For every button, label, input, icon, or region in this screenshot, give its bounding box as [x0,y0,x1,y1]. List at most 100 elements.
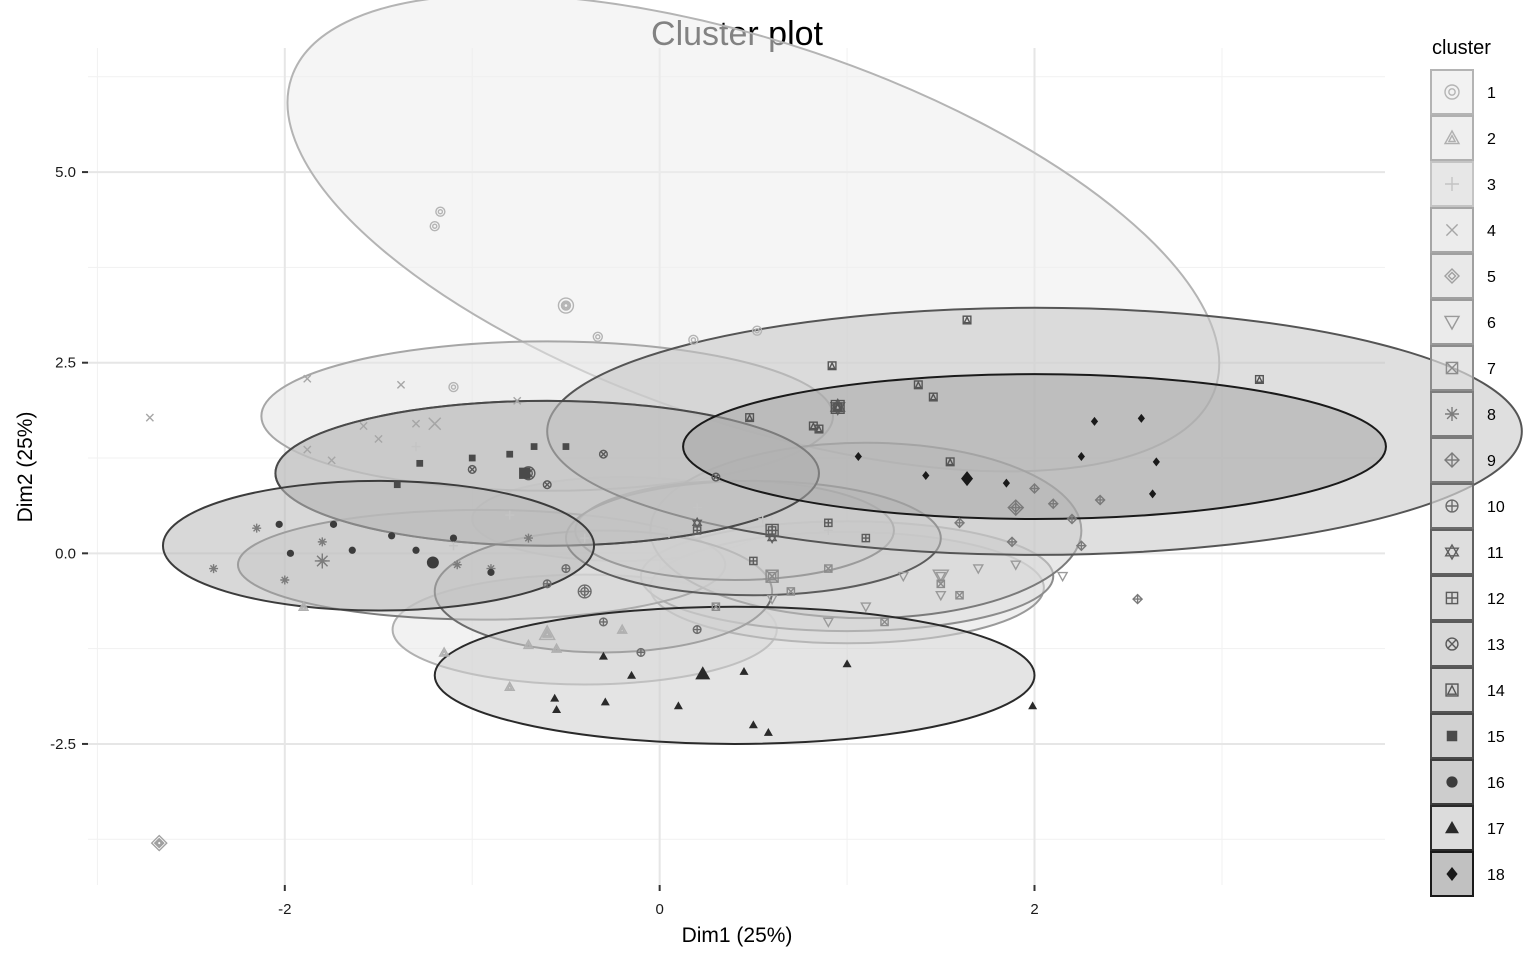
centroid-cluster-8 [314,553,330,569]
point-cluster-16 [348,546,356,554]
point-cluster-15 [393,481,401,489]
point-cluster-10 [542,579,552,589]
legend-symbol [1445,361,1459,375]
point-cluster-1 [688,334,699,346]
point-cluster-8 [523,533,533,543]
point-cluster-17 [739,667,749,675]
point-cluster-1 [592,331,604,342]
point-cluster-3 [411,442,421,452]
legend-symbol [1444,268,1460,284]
point-cluster-14 [827,361,837,371]
point-cluster-2 [504,680,516,692]
point-cluster-9 [1094,494,1106,506]
point-cluster-6 [897,571,910,583]
point-cluster-13 [711,472,721,482]
point-cluster-6 [1010,560,1022,571]
point-cluster-15 [416,459,424,467]
point-cluster-4 [303,445,312,454]
point-cluster-9 [1029,483,1041,495]
point-cluster-17 [763,728,773,736]
centroid-cluster-12 [765,523,779,538]
cluster-points [145,206,1264,852]
point-cluster-3 [692,503,702,513]
legend-item-17: 17 [1430,805,1505,851]
centroid-cluster-9 [1007,499,1025,517]
legend-label: 2 [1487,131,1496,148]
legend-label: 14 [1487,683,1505,700]
point-cluster-13 [598,449,608,459]
point-cluster-7 [786,587,796,596]
legend-label: 4 [1487,223,1496,240]
point-cluster-9 [1006,536,1018,548]
point-cluster-12 [861,533,871,543]
y-tick-label: -2.5 [50,736,76,753]
legend-item-5: 5 [1430,253,1496,299]
point-cluster-6 [935,571,947,583]
centroid-cluster-15 [519,467,531,479]
point-cluster-9 [1075,540,1087,552]
point-cluster-2 [616,623,628,634]
centroid-cluster-18 [961,471,974,487]
y-axis-title: Dim2 (25%) [14,412,37,523]
legend-key [1430,253,1474,299]
point-cluster-7 [880,617,889,627]
cluster-ellipses [161,0,1523,745]
legend-symbol [1444,84,1460,100]
point-cluster-8 [209,564,219,574]
point-cluster-14 [913,380,923,390]
point-cluster-6 [766,594,778,606]
legend-key [1430,713,1474,759]
legend-item-1: 1 [1430,69,1496,115]
y-tick-label: 2.5 [55,355,76,372]
point-cluster-8 [280,575,290,585]
legend-label: 3 [1487,177,1496,194]
legend-item-7: 7 [1430,345,1496,391]
point-cluster-4 [145,413,154,422]
point-cluster-4 [396,380,406,389]
point-cluster-17 [600,697,610,706]
point-cluster-14 [945,457,955,467]
point-cluster-17 [1028,701,1038,710]
legend-label: 18 [1487,867,1505,884]
point-cluster-8 [252,523,262,533]
point-cluster-9 [1066,513,1078,525]
legend-label: 13 [1487,637,1505,654]
point-cluster-7 [936,579,946,589]
point-cluster-10 [636,647,646,657]
point-cluster-6 [1056,571,1069,583]
centroid-cluster-4 [428,417,442,431]
point-cluster-17 [552,705,562,714]
legend-symbol [1445,591,1459,605]
legend-label: 10 [1487,499,1505,516]
legend-item-9: 9 [1430,437,1496,483]
legend-label: 16 [1487,775,1505,792]
point-cluster-12 [824,518,833,528]
x-tick-label: -2 [278,901,291,918]
point-cluster-2 [438,646,450,657]
legend-item-6: 6 [1430,299,1496,345]
legend-key [1430,207,1474,253]
legend-symbol [1445,177,1459,191]
legend-label: 5 [1487,269,1496,286]
point-cluster-4 [303,374,312,383]
point-cluster-16 [388,532,396,540]
point-cluster-15 [562,443,570,450]
point-cluster-17 [598,651,608,660]
point-cluster-18 [922,471,930,481]
point-cluster-17 [627,670,637,679]
point-cluster-14 [745,413,755,423]
point-cluster-1 [560,300,572,311]
point-cluster-15 [530,443,538,450]
legend-title: cluster [1432,37,1491,59]
legend-label: 1 [1487,85,1496,102]
legend-symbol [1445,637,1459,651]
legend-key [1430,529,1474,575]
legend-symbol [1446,867,1458,881]
legend-symbol [1445,499,1459,513]
point-cluster-10 [598,617,608,627]
legend-label: 6 [1487,315,1496,332]
legend-label: 8 [1487,407,1496,424]
point-cluster-18 [1002,478,1010,488]
